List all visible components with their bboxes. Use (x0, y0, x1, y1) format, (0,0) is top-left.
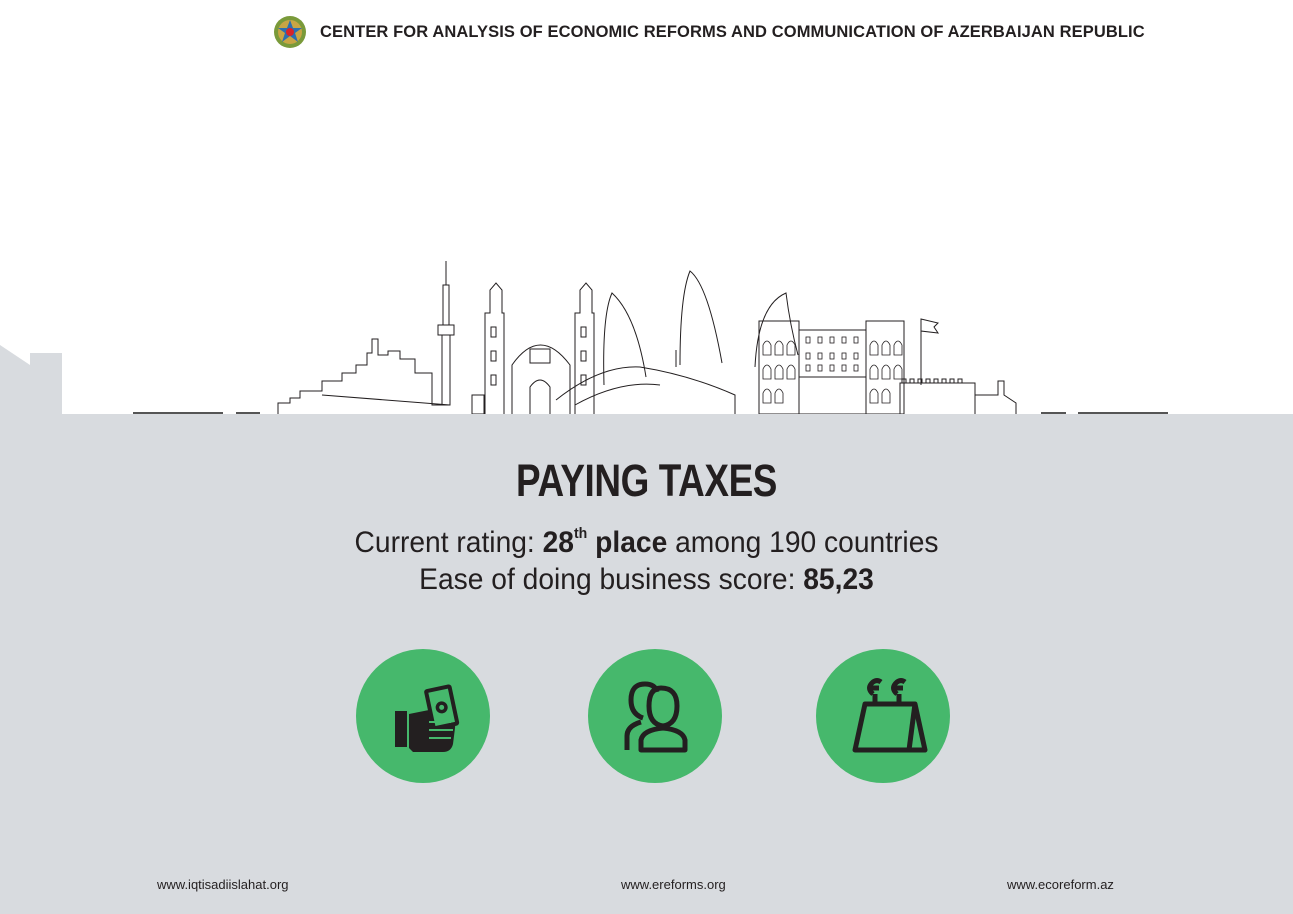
people-badge (588, 649, 722, 783)
business-score-line: Ease of doing business score: 85,23 (39, 563, 1254, 597)
euro-calendar-icon (852, 678, 928, 753)
hand-money-badge (356, 649, 490, 783)
current-rating-line: Current rating: 28th place among 190 cou… (39, 526, 1254, 560)
rating-number: 28 (542, 526, 574, 559)
rating-ordinal-suffix: th (573, 525, 588, 542)
footer-link-ecoreform[interactable]: www.ecoreform.az (1007, 877, 1114, 892)
euro-calendar-badge (816, 649, 950, 783)
page-title: PAYING TAXES (516, 455, 777, 506)
rating-place: place (587, 526, 668, 559)
footer-link-ereforms[interactable]: www.ereforms.org (621, 877, 726, 892)
rating-rest: among 190 countries (667, 526, 939, 559)
hand-with-money-icon (395, 684, 460, 752)
rating-prefix: Current rating: (354, 526, 543, 559)
footer-link-iqtisadiislahat[interactable]: www.iqtisadiislahat.org (157, 877, 289, 892)
state-emblem-icon (274, 16, 306, 48)
baku-skyline-illustration (0, 261, 1168, 415)
header: CENTER FOR ANALYSIS OF ECONOMIC REFORMS … (272, 12, 1145, 52)
people-icon (624, 681, 688, 753)
organization-title: CENTER FOR ANALYSIS OF ECONOMIC REFORMS … (320, 22, 1145, 41)
score-prefix: Ease of doing business score: (419, 563, 804, 596)
score-value: 85,23 (803, 563, 874, 596)
